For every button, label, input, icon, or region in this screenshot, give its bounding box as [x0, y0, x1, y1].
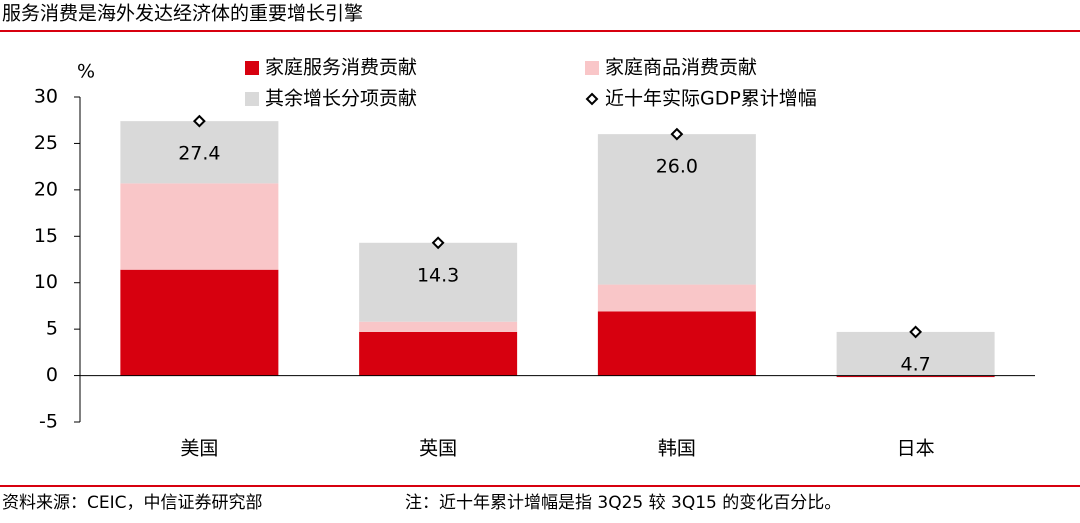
- gdp-marker: [192, 114, 206, 128]
- bar-segment: [120, 121, 279, 184]
- y-tick-label: 25: [34, 132, 58, 154]
- gdp-marker: [431, 236, 445, 250]
- y-tick-label: 15: [34, 225, 58, 247]
- x-tick-label: 韩国: [658, 438, 696, 460]
- legend-swatch: [245, 61, 259, 75]
- legend-label: 家庭商品消费贡献: [605, 57, 757, 79]
- chart-title: 服务消费是海外发达经济体的重要增长引擎: [2, 3, 363, 25]
- data-label: 4.7: [901, 353, 931, 375]
- legend-label: 家庭服务消费贡献: [265, 57, 417, 79]
- data-label: 27.4: [178, 143, 220, 165]
- bar-segment: [359, 242, 518, 322]
- bar-segment: [597, 311, 756, 376]
- x-tick-label: 日本: [897, 438, 935, 460]
- bar-segment: [359, 321, 518, 332]
- bar-segment: [836, 331, 995, 376]
- bar-segment: [359, 331, 518, 376]
- bar-segment: [597, 284, 756, 312]
- x-tick-label: 英国: [419, 438, 457, 460]
- y-tick-label: -5: [39, 411, 58, 433]
- y-unit: %: [77, 61, 95, 83]
- data-label: 14.3: [417, 264, 459, 286]
- gdp-marker: [909, 325, 923, 339]
- bar-segment: [597, 134, 756, 285]
- x-tick-label: 美国: [180, 438, 218, 460]
- bar-segment: [120, 269, 279, 376]
- y-tick-label: 20: [34, 178, 58, 200]
- gdp-marker: [670, 127, 684, 141]
- bar-segment: [120, 183, 279, 270]
- y-tick-label: 30: [34, 86, 58, 108]
- data-label: 26.0: [656, 156, 698, 178]
- legend-label: 其余增长分项贡献: [265, 88, 417, 110]
- y-tick-label: 10: [34, 271, 58, 293]
- legend-swatch: [245, 92, 259, 106]
- legend-label: 近十年实际GDP累计增幅: [605, 88, 817, 110]
- y-tick-label: 0: [46, 364, 58, 386]
- bar-segment: [836, 375, 995, 378]
- source: 资料来源：CEIC，中信证券研究部: [2, 493, 263, 513]
- y-tick-label: 5: [46, 318, 58, 340]
- legend-marker: [585, 92, 599, 106]
- legend-swatch: [585, 61, 599, 75]
- note: 注：近十年累计增幅是指 3Q25 较 3Q15 的变化百分比。: [405, 493, 841, 513]
